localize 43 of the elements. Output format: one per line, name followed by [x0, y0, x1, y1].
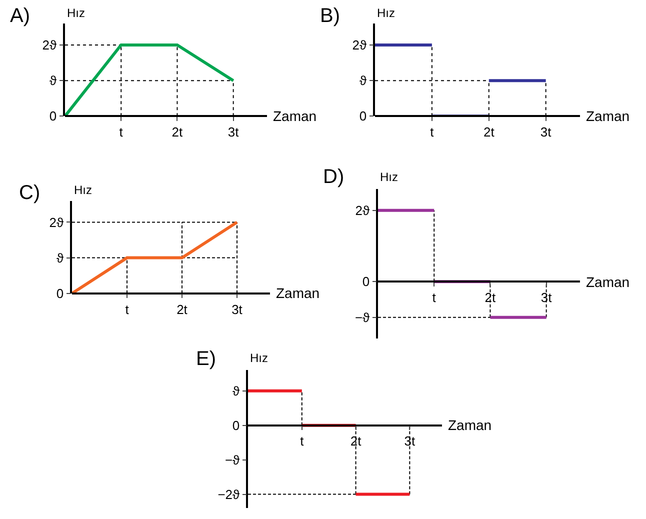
y-axis-title: Hız	[67, 6, 85, 20]
y-axis-title: Hız	[377, 6, 395, 20]
x-tick-label: t	[119, 124, 124, 140]
y-axis-title: Hız	[380, 170, 398, 184]
y-tick-label: ϑ	[56, 250, 65, 266]
chart-title: B)	[320, 5, 340, 27]
y-tick-label: 2ϑ	[355, 202, 371, 218]
chart-title: E)	[196, 348, 216, 370]
x-axis-title: Zaman	[276, 285, 320, 301]
y-tick-label: ϑ	[232, 383, 241, 398]
x-tick-label: t	[430, 124, 434, 140]
x-axis-title: Zaman	[273, 108, 317, 124]
y-tick-label: ϑ	[50, 73, 58, 88]
x-axis-title: Zaman	[448, 417, 492, 433]
x-tick-label: t	[432, 290, 436, 306]
y-tick-label: 2ϑ	[352, 38, 368, 53]
y-tick-label: −2ϑ	[218, 486, 241, 502]
x-axis-title: Zaman	[586, 274, 630, 290]
y-tick-label: 2ϑ	[49, 214, 65, 230]
x-axis-title: Zaman	[586, 108, 630, 124]
x-tick-label: 3t	[540, 124, 552, 140]
y-tick-label: −ϑ	[354, 310, 371, 325]
y-axis-title: Hız	[74, 183, 92, 197]
y-tick-label: 0	[359, 108, 367, 124]
x-tick-label: 2t	[172, 124, 184, 140]
y-axis-title: Hız	[250, 351, 268, 365]
y-tick-label: 2ϑ	[42, 38, 58, 53]
chart-title: D)	[323, 166, 344, 188]
x-tick-label: 3t	[228, 124, 240, 140]
y-tick-label: 0	[56, 286, 64, 301]
x-tick-label: 2t	[176, 302, 188, 317]
chart-title: A)	[10, 5, 30, 27]
y-tick-label: 0	[232, 418, 240, 433]
x-tick-label: t	[125, 302, 130, 317]
y-tick-label: −ϑ	[224, 452, 241, 468]
x-tick-label: t	[300, 434, 304, 449]
x-tick-label: 3t	[232, 302, 243, 317]
x-tick-label: 2t	[483, 124, 495, 140]
x-tick-label: 2t	[350, 434, 362, 449]
y-tick-label: ϑ	[360, 73, 368, 88]
y-tick-label: 0	[49, 108, 57, 124]
y-tick-label: 0	[362, 274, 370, 290]
chart-title: C)	[19, 182, 40, 204]
